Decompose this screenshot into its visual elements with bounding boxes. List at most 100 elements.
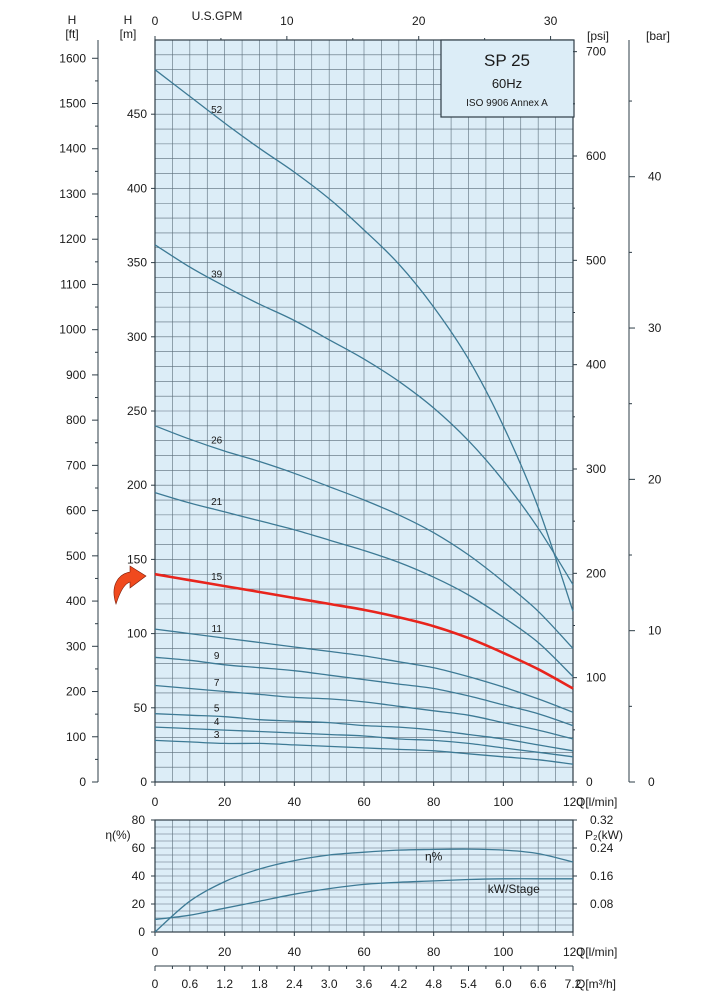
m-tick-label: 200 [127, 478, 147, 492]
curve-label-15: 15 [211, 572, 223, 583]
p2-tick-label: 0.24 [590, 841, 614, 855]
x-main-tick-label: 100 [493, 795, 513, 809]
m3h-tick-label: 6.0 [495, 977, 512, 991]
curve-stages-4 [154, 726, 574, 758]
curve-stages-52 [154, 69, 574, 612]
psi-tick-label: 500 [586, 253, 606, 267]
x-axis-low-unit: Q[l/min] [576, 945, 617, 959]
m-tick-label: 400 [127, 181, 147, 195]
ft-tick-label: 700 [66, 458, 86, 472]
bar-tick-label: 20 [648, 472, 662, 486]
curve-label-5: 5 [214, 703, 220, 714]
curve-label-power: kW/Stage [488, 882, 540, 896]
p2-axis-label: P₂(kW) [585, 828, 623, 842]
efficiency-curves: η% kW/Stage [154, 848, 574, 933]
ft-axis-h: H [68, 13, 77, 27]
m3h-tick-label: 1.8 [251, 977, 268, 991]
highlight-arrow-icon [113, 565, 147, 605]
curve-label-26: 26 [211, 436, 223, 447]
gpm-tick-label: 0 [152, 14, 159, 28]
eta-tick-label: 60 [132, 841, 146, 855]
p2-axis-ticks: 0.08 0.16 0.24 0.32 [573, 813, 614, 911]
m-tick-label: 150 [127, 552, 147, 566]
psi-tick-label: 600 [586, 149, 606, 163]
m-tick-label: 50 [134, 701, 148, 715]
head-curves: 52 39 26 21 15 11 9 7 5 4 3 [154, 69, 574, 765]
curve-label-efficiency: η% [425, 850, 443, 864]
ft-axis-ticks: 0 100 200 300 400 500 600 700 800 900 1000 1100 1200… [59, 51, 98, 789]
ft-tick-label: 300 [66, 639, 86, 653]
ft-tick-label: 1600 [59, 51, 86, 65]
ft-tick-label: 1000 [59, 323, 86, 337]
bar-tick-label: 30 [648, 321, 662, 335]
x-main-tick-label: 0 [152, 795, 159, 809]
psi-tick-label: 300 [586, 462, 606, 476]
p2-tick-label: 0.32 [590, 813, 614, 827]
psi-tick-label: 200 [586, 566, 606, 580]
curve-stages-21 [154, 491, 574, 678]
m3h-tick-label: 4.2 [390, 977, 407, 991]
gpm-tick-label: 20 [412, 14, 426, 28]
curve-stages-5 [154, 713, 574, 752]
m-tick-label: 250 [127, 404, 147, 418]
ft-tick-label: 100 [66, 730, 86, 744]
title-box: SP 25 60Hz ISO 9906 Annex A [440, 39, 575, 118]
x-low-tick-label: 80 [427, 945, 441, 959]
psi-tick-label: 700 [586, 45, 606, 59]
x-low-tick-label: 60 [357, 945, 371, 959]
ft-tick-label: 600 [66, 504, 86, 518]
p2-tick-label: 0.08 [590, 897, 614, 911]
eta-axis-label: η(%) [105, 828, 130, 842]
m3h-tick-label: 4.8 [425, 977, 442, 991]
curve-label-39: 39 [211, 269, 223, 280]
m3h-tick-label: 3.0 [321, 977, 338, 991]
m3h-axis-ticks: 0 0.6 1.2 1.8 2.4 3.0 3.6 4.2 4.8 5.4 6.0 6.6 7.2 [152, 965, 582, 991]
psi-tick-label: 0 [586, 775, 593, 789]
x-low-tick-label: 120 [563, 945, 583, 959]
x-main-tick-label: 60 [357, 795, 371, 809]
curve-stages-11 [154, 628, 574, 713]
ft-tick-label: 400 [66, 594, 86, 608]
title-frequency: 60Hz [492, 76, 522, 91]
title-standard: ISO 9906 Annex A [466, 98, 548, 109]
x-main-tick-label: 40 [288, 795, 302, 809]
m-tick-label: 300 [127, 330, 147, 344]
ft-tick-label: 1200 [59, 232, 86, 246]
main-grid [155, 40, 574, 782]
m-tick-label: 350 [127, 256, 147, 270]
psi-axis-ticks: 0 100 200 300 400 500 600 700 [573, 45, 606, 789]
ft-tick-label: 1500 [59, 97, 86, 111]
efficiency-grid [155, 820, 574, 932]
ft-axis-unit: [ft] [65, 27, 78, 41]
ft-tick-label: 900 [66, 368, 86, 382]
x-low-tick-label: 20 [218, 945, 232, 959]
m3h-tick-label: 0 [152, 977, 159, 991]
eta-tick-label: 20 [132, 897, 146, 911]
curve-label-52: 52 [211, 105, 223, 116]
m3h-tick-label: 2.4 [286, 977, 303, 991]
curve-label-9: 9 [214, 651, 220, 662]
eta-tick-label: 40 [132, 869, 146, 883]
m-tick-label: 450 [127, 107, 147, 121]
x-axis-main-ticks: 0 20 40 60 80 100 120 [152, 782, 583, 809]
gpm-tick-label: 30 [544, 14, 558, 28]
eta-axis-ticks: 0 20 40 60 80 [132, 813, 155, 939]
curve-power [154, 878, 573, 921]
psi-tick-label: 100 [586, 671, 606, 685]
m3h-axis-unit: Q[m³/h] [576, 977, 616, 991]
gpm-axis-label: U.S.GPM [192, 9, 243, 23]
m3h-tick-label: 3.6 [356, 977, 373, 991]
m3h-tick-label: 5.4 [460, 977, 477, 991]
m3h-tick-label: 1.2 [216, 977, 233, 991]
x-axis-main-unit: Q[l/min] [576, 795, 617, 809]
bar-tick-label: 10 [648, 624, 662, 638]
curve-stages-39 [154, 244, 574, 585]
curve-stages-26 [154, 425, 574, 649]
ft-tick-label: 800 [66, 413, 86, 427]
ft-tick-label: 1100 [60, 277, 86, 291]
x-axis-low-ticks: 0 20 40 60 80 100 120 [152, 932, 583, 959]
ft-tick-label: 1400 [59, 142, 86, 156]
x-low-tick-label: 100 [493, 945, 513, 959]
x-low-tick-label: 0 [152, 945, 159, 959]
